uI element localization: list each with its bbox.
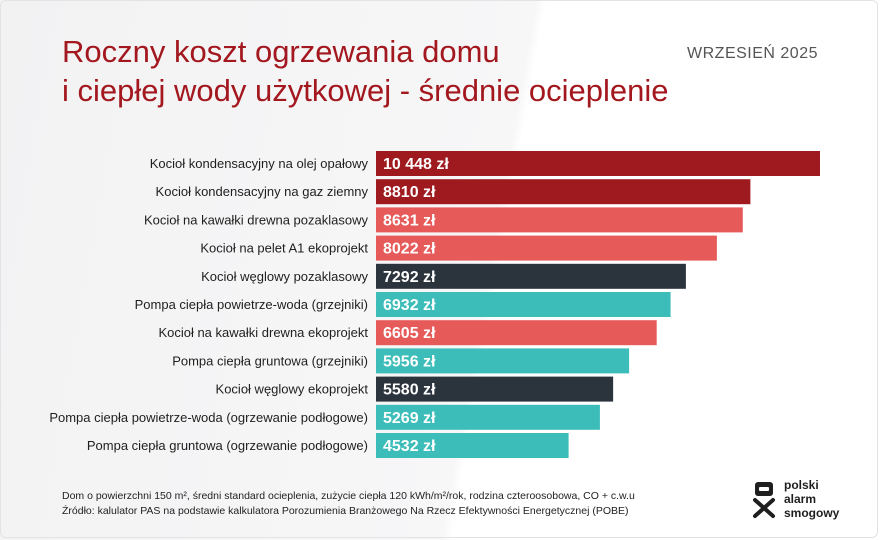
value-label-9: 5580 zł [383, 382, 436, 399]
category-label-10: Pompa ciepła powietrze-woda (ogrzewanie … [49, 410, 368, 425]
bar-8 [376, 348, 630, 374]
chart-title: Roczny koszt ogrzewania domu i ciepłej w… [62, 32, 762, 110]
mask-icon [753, 482, 775, 518]
value-label-11: 4532 zł [383, 438, 436, 455]
category-label-11: Pompa ciepła gruntowa (ogrzewanie podłog… [87, 438, 368, 453]
category-label-7: Kocioł na kawałki drewna ekoprojekt [158, 325, 368, 340]
bar-6 [376, 292, 671, 317]
title-line-1: Roczny koszt ogrzewania domu [62, 34, 500, 69]
title-line-2: i ciepłej wody użytkowej - średnie ociep… [62, 73, 669, 108]
bar-9 [376, 376, 614, 402]
bar-3 [376, 207, 743, 233]
bar-5 [376, 263, 686, 289]
category-label-5: Kocioł węglowy pozaklasowy [201, 269, 368, 284]
logo-text-line-2: alarm [784, 492, 817, 506]
footnote-source: Źródło: kalulator PAS na podstawie kalku… [62, 505, 629, 517]
value-label-10: 5269 zł [383, 410, 436, 427]
polski-alarm-smogowy-logo: polski alarm smogowy [752, 478, 862, 524]
category-label-4: Kocioł na pelet A1 ekoprojekt [200, 241, 368, 256]
value-label-7: 6605 zł [383, 325, 436, 342]
category-label-8: Pompa ciepła gruntowa (grzejniki) [172, 353, 368, 368]
footnote-line-1: Dom o powierzchni 150 m², średni standar… [62, 490, 635, 502]
bar-7 [376, 320, 657, 346]
value-label-5: 7292 zł [383, 269, 436, 286]
logo-text-line-3: smogowy [784, 506, 840, 520]
logo-text: polski alarm smogowy [784, 478, 839, 520]
category-label-6: Pompa ciepła powietrze-woda (grzejniki) [135, 297, 368, 312]
value-label-2: 8810 zł [383, 184, 436, 201]
value-label-1: 10 448 zł [383, 156, 449, 173]
bar-10 [376, 404, 600, 430]
date-label: WRZESIEŃ 2025 [687, 45, 818, 62]
bar-4 [376, 235, 717, 261]
category-label-9: Kocioł węglowy ekoprojekt [216, 382, 369, 397]
category-label-1: Kocioł kondensacyjny na olej opałowy [150, 156, 369, 171]
value-label-8: 5956 zł [383, 353, 436, 370]
value-label-4: 8022 zł [383, 241, 436, 258]
footnote: Dom o powierzchni 150 m², średni standar… [62, 489, 635, 519]
value-label-3: 8631 zł [383, 212, 436, 229]
category-label-3: Kocioł na kawałki drewna pozaklasowy [144, 212, 369, 227]
bar-2 [376, 179, 751, 205]
logo-text-line-1: polski [784, 478, 819, 492]
category-label-2: Kocioł kondensacyjny na gaz ziemny [156, 184, 369, 199]
bar-11 [376, 433, 569, 458]
value-label-6: 6932 zł [383, 297, 436, 314]
bar-1 [376, 151, 820, 176]
